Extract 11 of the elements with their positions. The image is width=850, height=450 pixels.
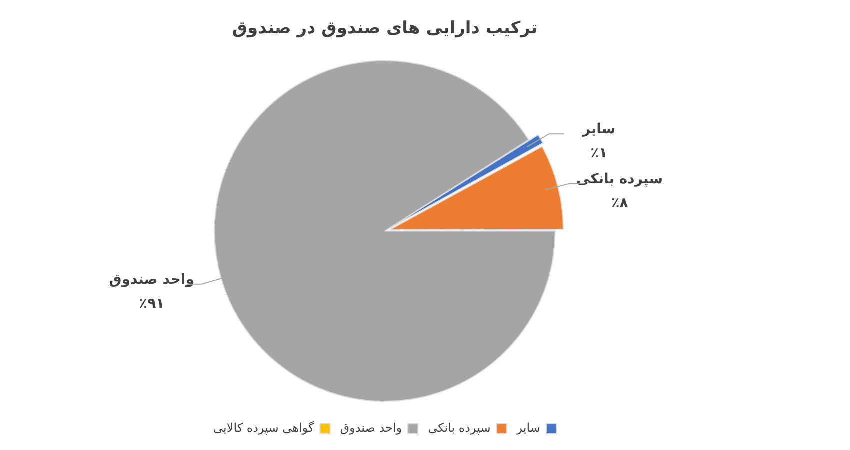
data-label: ٪۹۱ xyxy=(139,296,165,312)
slice-label: سایر xyxy=(582,122,616,138)
slice-label: سپرده بانکی xyxy=(576,171,664,188)
slice-label: واحد صندوق xyxy=(109,272,194,288)
legend-label: سپرده بانکی xyxy=(428,421,491,436)
chart-title: ترکیب دارایی های صندوق در صندوق xyxy=(232,18,538,39)
data-label: ٪۱ xyxy=(590,146,608,162)
legend-label: سایر xyxy=(516,421,540,436)
data-label: ٪۸ xyxy=(611,195,629,212)
legend-label: واحد صندوق xyxy=(340,421,402,436)
legend-label: گواهی سپرده کالایی xyxy=(214,421,315,436)
